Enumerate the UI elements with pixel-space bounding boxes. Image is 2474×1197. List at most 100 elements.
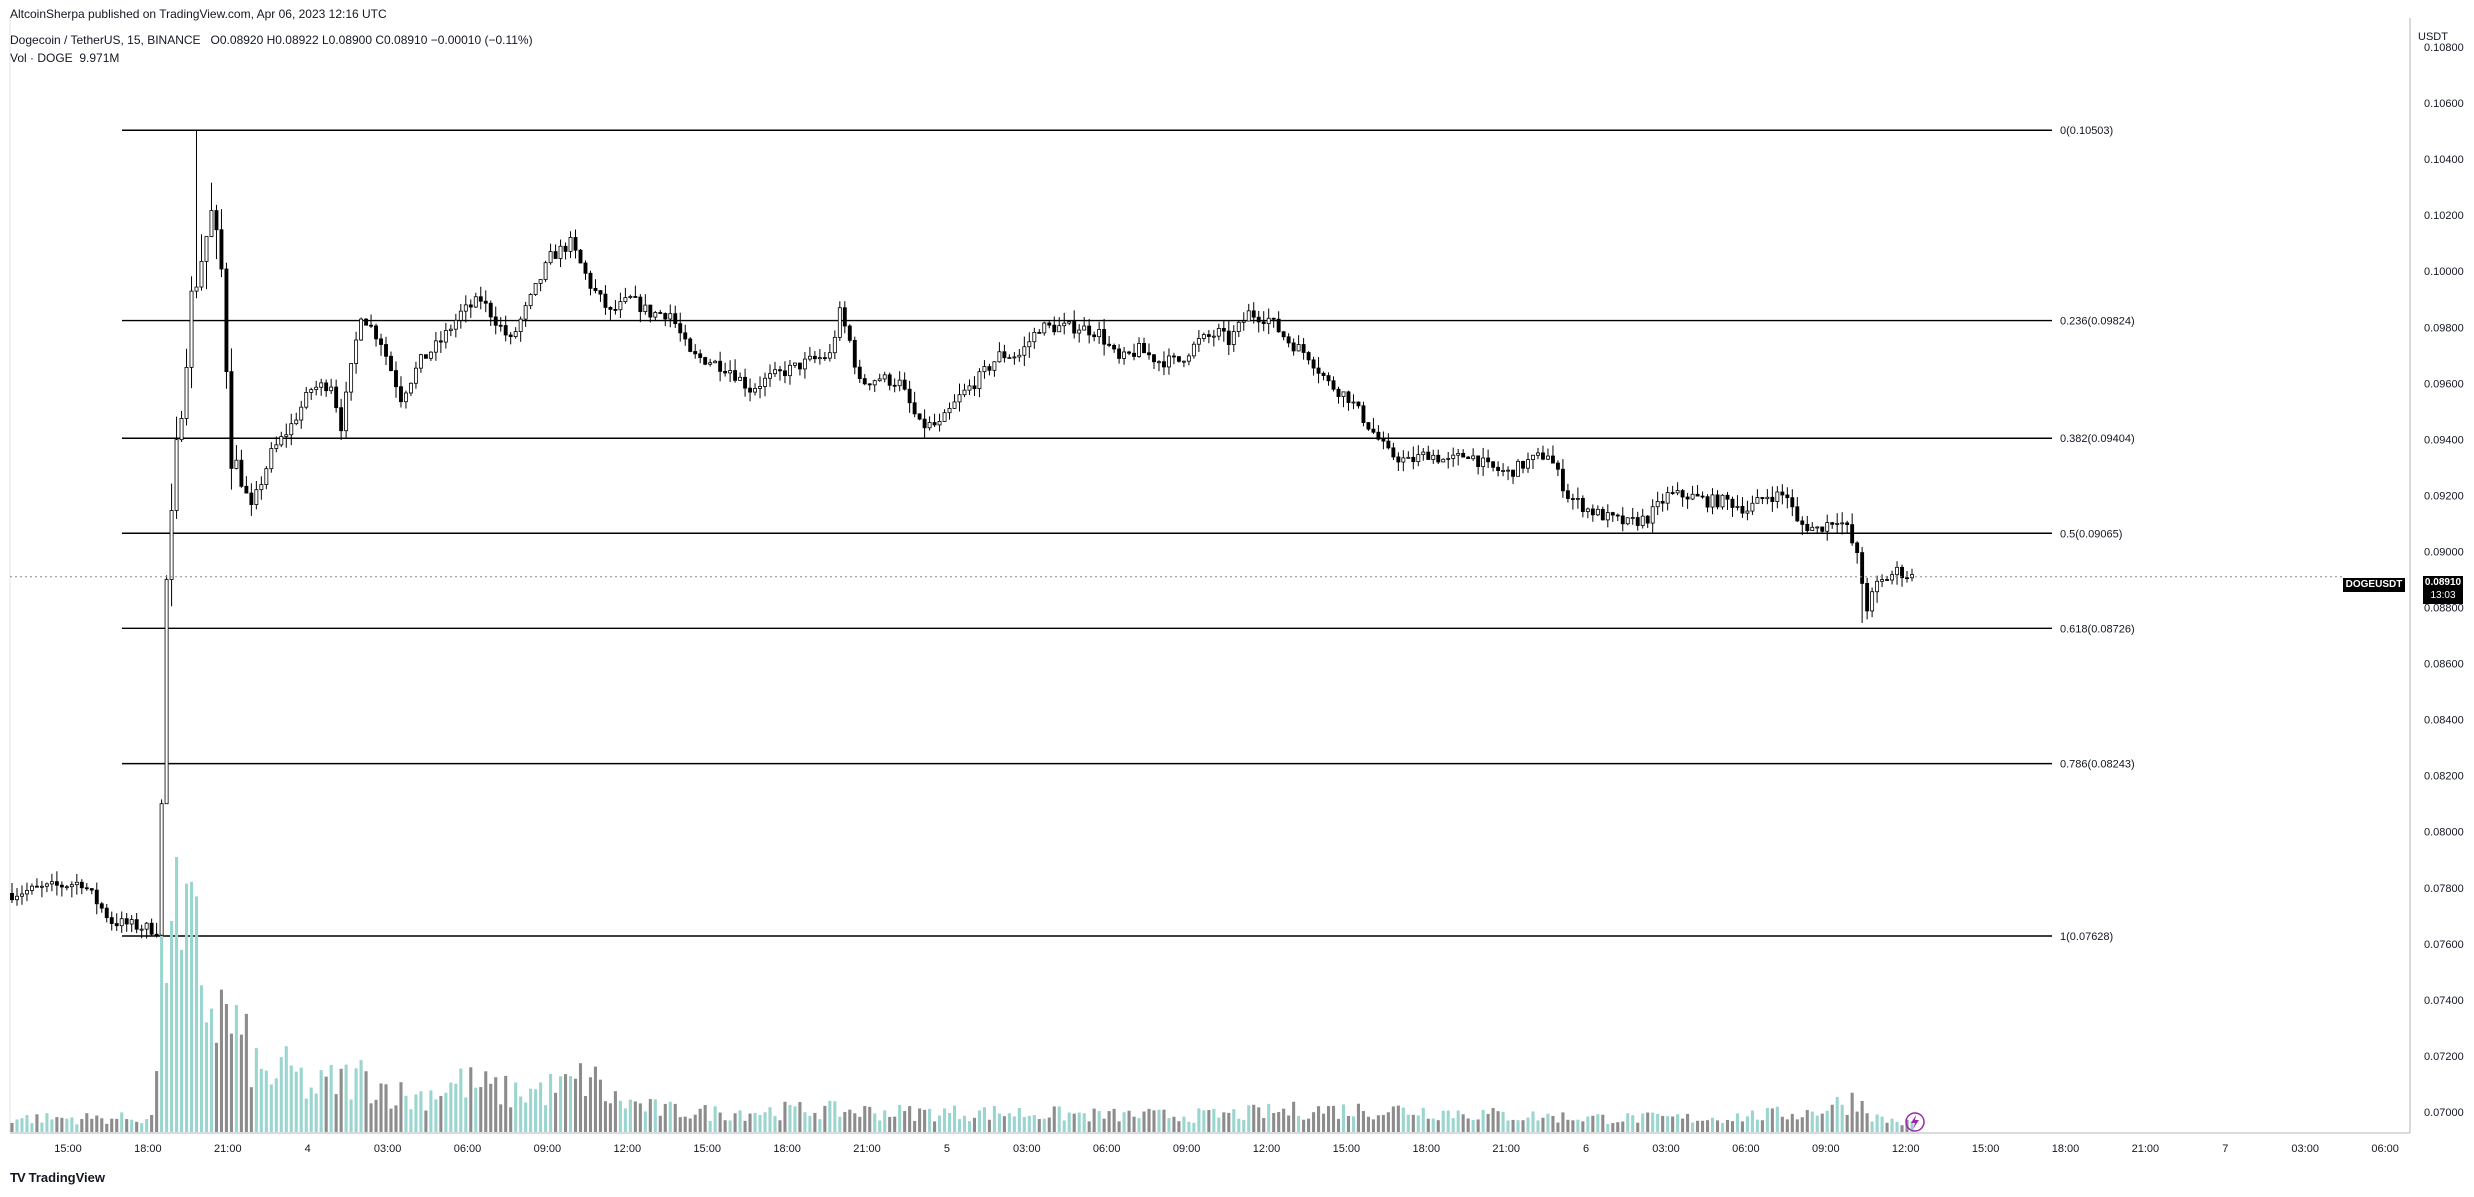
candle-body [1351, 401, 1356, 404]
volume-bar [982, 1107, 986, 1132]
volume-bar [943, 1108, 947, 1132]
candle-body [1436, 454, 1441, 463]
candle-body [134, 919, 139, 930]
volume-bar [1416, 1115, 1420, 1132]
candle-body [1311, 359, 1316, 369]
candle-body [1715, 494, 1720, 508]
candle-body [548, 251, 553, 264]
volume-bar [758, 1115, 762, 1132]
volume-bar [1750, 1110, 1754, 1132]
volume-bars [10, 857, 1914, 1132]
volume-bar [1586, 1116, 1590, 1132]
candle-body [448, 328, 453, 331]
volume-bar [1830, 1104, 1834, 1132]
candle-body [44, 883, 49, 887]
candle-body [927, 422, 932, 429]
volume-bar [1601, 1114, 1605, 1132]
candle-body [423, 354, 428, 359]
volume-bar [1865, 1113, 1869, 1132]
volume-bar [1621, 1121, 1625, 1132]
candle-body [967, 385, 972, 391]
candle-body [443, 330, 448, 343]
volume-bar [299, 1067, 303, 1132]
volume-bar [155, 1071, 159, 1132]
volume-bar [1242, 1119, 1246, 1132]
candle-body [1845, 522, 1850, 526]
volume-bar [952, 1105, 957, 1132]
candle-body [603, 293, 608, 308]
volume-bar [1386, 1112, 1390, 1132]
volume-bar [135, 1121, 139, 1132]
volume-bar [588, 1077, 593, 1132]
volume-bar [1900, 1125, 1904, 1132]
candle-body [1620, 515, 1625, 525]
candle-body [1082, 325, 1087, 331]
candle-body [1152, 354, 1156, 363]
volume-bar [364, 1071, 368, 1132]
candle-body [748, 387, 752, 393]
volume-bar [384, 1084, 388, 1132]
volume-bar [334, 1094, 338, 1132]
volume-bar [573, 1078, 578, 1132]
time-axis[interactable]: 15:00 18:00 21:00 4 03:00 06:00 09:00 12:00 15:0… [54, 1143, 2399, 1155]
volume-bar [454, 1083, 458, 1132]
volume-bar [60, 1117, 64, 1132]
candle-body [1516, 460, 1520, 477]
candle-body [374, 325, 378, 340]
chart-pane [9, 18, 2411, 1134]
volume-bar [504, 1075, 508, 1132]
candle-body [249, 492, 254, 506]
volume-bar [150, 1114, 154, 1132]
volume-bar [1406, 1114, 1410, 1132]
volume-bar [324, 1076, 328, 1132]
volume-bar [678, 1117, 682, 1132]
volume-bar [90, 1118, 94, 1132]
candle-body [1585, 508, 1590, 512]
candle-body [34, 885, 39, 888]
volume-bar [1132, 1116, 1136, 1132]
volume-bar [1421, 1107, 1425, 1132]
candle-body [189, 290, 194, 368]
candle-body [1196, 338, 1201, 345]
published-info: AltcoinSherpa published on TradingView.c… [10, 7, 387, 21]
volume-bar [708, 1120, 712, 1132]
volume-bar [184, 883, 189, 1132]
candle-body [1830, 522, 1835, 525]
candle-body [1291, 342, 1296, 352]
candle-body [354, 339, 359, 364]
candle-body [1511, 469, 1515, 477]
volume-bar [1142, 1111, 1146, 1132]
volume-bar [1331, 1105, 1336, 1132]
volume-bar [813, 1112, 817, 1132]
candle-body [1346, 391, 1351, 403]
candle-body [69, 884, 74, 888]
candle-body [1835, 522, 1840, 525]
volume-bar [1207, 1110, 1211, 1132]
fibonacci-retracement[interactable]: 0(0.10503) 0.236(0.09824) 0.382(0.09404) 0.… [122, 125, 2135, 943]
volume-bar [688, 1118, 692, 1132]
candle-body [1800, 520, 1805, 525]
volume-bar [1546, 1113, 1550, 1132]
volume-bar [1516, 1120, 1520, 1132]
volume-bar [319, 1070, 323, 1132]
volume-bar [344, 1064, 348, 1132]
candle-body [74, 881, 79, 886]
candle-body [324, 382, 329, 392]
candle-body [25, 890, 29, 895]
volume-bar [798, 1101, 802, 1132]
candle-body [1575, 497, 1580, 500]
volume-bar [1496, 1111, 1500, 1132]
fib-label-0.382: 0.382(0.09404) [2060, 433, 2135, 445]
volume-bar [424, 1110, 428, 1132]
volume-bar [309, 1087, 313, 1132]
candle-body [1181, 360, 1186, 363]
candle-body [1775, 491, 1780, 502]
volume-bar [703, 1105, 707, 1132]
candle-body [1521, 460, 1525, 469]
volume-bar [928, 1108, 932, 1132]
volume-bar [693, 1114, 697, 1132]
candle-body [339, 407, 344, 432]
tradingview-logo[interactable]: TV TradingView [10, 1170, 105, 1185]
